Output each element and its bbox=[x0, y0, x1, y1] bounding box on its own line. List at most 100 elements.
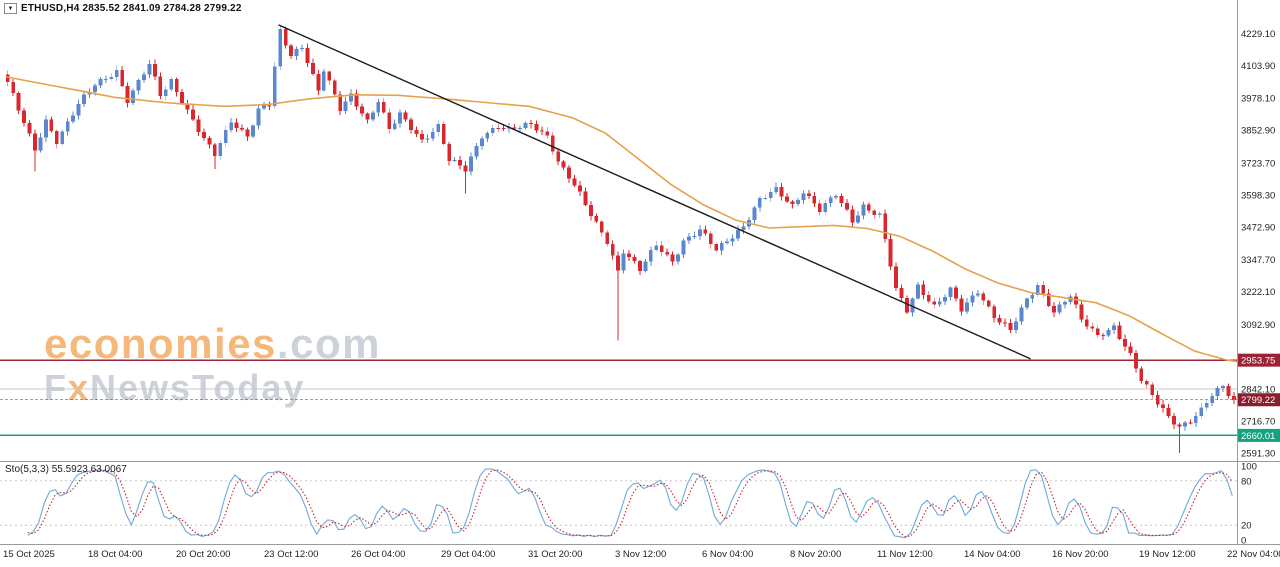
triangle-down-icon: ▼ bbox=[7, 5, 14, 12]
candle-body bbox=[212, 144, 217, 156]
candle-body bbox=[545, 131, 550, 136]
candle-body bbox=[60, 131, 65, 144]
candle-body bbox=[812, 196, 817, 204]
candle-body bbox=[823, 203, 828, 213]
candle-body bbox=[1041, 285, 1046, 294]
candle-body bbox=[512, 127, 517, 129]
candle-body bbox=[1014, 321, 1018, 330]
time-tick-label: 23 Oct 12:00 bbox=[264, 549, 318, 560]
candle-body bbox=[1030, 295, 1035, 299]
candle-body bbox=[387, 112, 392, 130]
candle-body bbox=[725, 241, 729, 243]
candle-body bbox=[392, 123, 397, 130]
candle-body bbox=[697, 229, 702, 236]
candle-body bbox=[1079, 304, 1084, 320]
candle-body bbox=[692, 235, 697, 237]
candle-body bbox=[779, 186, 784, 197]
candle-body bbox=[131, 90, 135, 104]
stochastic-label: Sto(5,3,3) 55.5923 63.0067 bbox=[5, 464, 127, 475]
time-tick-label: 19 Nov 12:00 bbox=[1139, 549, 1196, 560]
candle-body bbox=[539, 130, 544, 132]
price-tick-label: 4103.90 bbox=[1241, 61, 1275, 72]
stoch-tick-label: 100 bbox=[1241, 462, 1257, 473]
candle-body bbox=[654, 245, 659, 251]
candle-body bbox=[447, 143, 452, 162]
candle-body bbox=[1084, 319, 1089, 327]
candle-body bbox=[420, 134, 424, 140]
price-tick-label: 3347.70 bbox=[1241, 255, 1275, 266]
candle-body bbox=[632, 257, 637, 262]
candle-body bbox=[185, 103, 190, 110]
candle-body bbox=[572, 178, 577, 186]
candle-body bbox=[616, 255, 620, 271]
candle-body bbox=[736, 229, 740, 239]
candle-body bbox=[817, 203, 822, 213]
candle-body bbox=[627, 253, 631, 258]
candle-body bbox=[899, 288, 904, 298]
time-tick-label: 20 Oct 20:00 bbox=[176, 549, 230, 560]
candle-body bbox=[550, 135, 555, 152]
candle-body bbox=[469, 156, 473, 172]
price-tick-label: 3222.10 bbox=[1241, 287, 1275, 298]
candle-body bbox=[169, 79, 174, 90]
candle-body bbox=[82, 94, 86, 104]
candle-body bbox=[839, 196, 844, 203]
candle-body bbox=[409, 119, 413, 130]
candle-body bbox=[932, 301, 937, 305]
candle-body bbox=[986, 300, 991, 307]
candle-body bbox=[1057, 304, 1062, 313]
candle-body bbox=[479, 138, 484, 147]
candle-body bbox=[294, 49, 299, 57]
candle-body bbox=[403, 112, 408, 120]
candle-body bbox=[959, 298, 964, 312]
price-axis: 4229.10 4103.90 3978.10 3852.90 3723.70 3598.… bbox=[1238, 29, 1280, 459]
candle-body bbox=[5, 74, 10, 83]
candle-body bbox=[1144, 380, 1149, 385]
candle-body bbox=[610, 243, 615, 256]
candle-body bbox=[752, 207, 757, 221]
symbol-dropdown-button[interactable]: ▼ bbox=[4, 3, 17, 14]
candle-body bbox=[376, 102, 381, 113]
candlesticks bbox=[5, 25, 1236, 453]
candle-body bbox=[16, 93, 21, 111]
stoch-d-line bbox=[27, 469, 1233, 538]
candle-body bbox=[741, 226, 746, 230]
candle-body bbox=[1150, 384, 1155, 396]
candle-body bbox=[670, 254, 675, 262]
candle-body bbox=[223, 129, 228, 144]
candle-body bbox=[915, 284, 920, 299]
time-tick-label: 22 Nov 04:00 bbox=[1227, 549, 1280, 560]
candle-body bbox=[599, 221, 604, 233]
candle-body bbox=[365, 113, 370, 120]
candle-body bbox=[327, 71, 332, 81]
candle-body bbox=[272, 66, 277, 106]
candle-body bbox=[921, 284, 926, 296]
candle-body bbox=[975, 293, 980, 296]
candle-body bbox=[910, 298, 915, 313]
candle-body bbox=[757, 198, 762, 208]
time-tick-label: 26 Oct 04:00 bbox=[351, 549, 405, 560]
panel-dividers bbox=[0, 0, 1280, 545]
price-level-badge bbox=[1238, 353, 1280, 367]
candle-body bbox=[136, 80, 141, 91]
candle-body bbox=[583, 191, 588, 205]
candle-body bbox=[289, 45, 293, 57]
time-tick-label: 14 Nov 04:00 bbox=[964, 549, 1021, 560]
candle-body bbox=[1232, 395, 1236, 400]
price-tick-label: 3472.90 bbox=[1241, 223, 1275, 234]
candle-body bbox=[300, 47, 304, 50]
candle-body bbox=[71, 115, 75, 122]
price-level-badge bbox=[1238, 393, 1280, 407]
candle-body bbox=[676, 254, 680, 262]
candle-body bbox=[659, 245, 664, 253]
symbol-ohlc-text: ETHUSD,H4 2835.52 2841.09 2784.28 2799.2… bbox=[21, 3, 242, 14]
watermark-line1: economies.com bbox=[44, 323, 381, 365]
candle-body bbox=[970, 295, 975, 303]
candle-body bbox=[1090, 326, 1095, 329]
candle-body bbox=[965, 302, 969, 312]
candle-body bbox=[311, 62, 315, 74]
candle-body bbox=[321, 71, 326, 91]
stochastic-panel: 100 80 20 0 bbox=[0, 462, 1257, 547]
price-tick-label: 3978.10 bbox=[1241, 93, 1275, 104]
